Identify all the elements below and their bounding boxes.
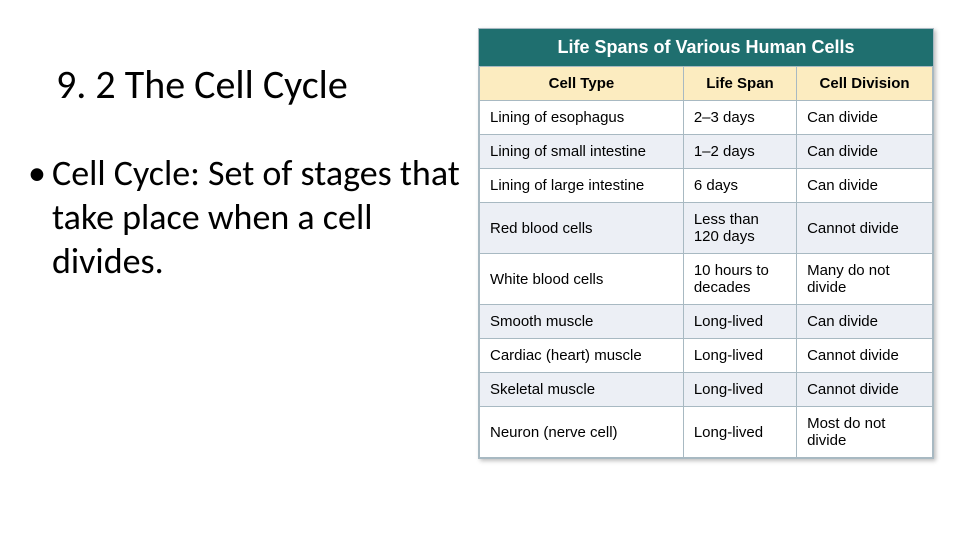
col-header-life-span: Life Span xyxy=(683,67,796,101)
cell: Lining of esophagus xyxy=(480,101,684,135)
cell: Long-lived xyxy=(683,373,796,407)
cell: White blood cells xyxy=(480,254,684,305)
cell: Less than 120 days xyxy=(683,203,796,254)
table-row: Red blood cells Less than 120 days Canno… xyxy=(480,203,933,254)
cell: Long-lived xyxy=(683,305,796,339)
cell: Can divide xyxy=(797,101,933,135)
table-row: Cardiac (heart) muscle Long-lived Cannot… xyxy=(480,339,933,373)
table-row: Neuron (nerve cell) Long-lived Most do n… xyxy=(480,407,933,458)
bullet-text: Cell Cycle: Set of stages that take plac… xyxy=(30,152,470,284)
table-header-row: Cell Type Life Span Cell Division xyxy=(480,67,933,101)
cell: Smooth muscle xyxy=(480,305,684,339)
col-header-cell-division: Cell Division xyxy=(797,67,933,101)
table-row: Smooth muscle Long-lived Can divide xyxy=(480,305,933,339)
table-body: Cell Type Life Span Cell Division Lining… xyxy=(479,66,933,458)
cell: Cannot divide xyxy=(797,339,933,373)
bullet-item: • Cell Cycle: Set of stages that take pl… xyxy=(30,152,470,284)
table-row: White blood cells 10 hours to decades Ma… xyxy=(480,254,933,305)
cell: 10 hours to decades xyxy=(683,254,796,305)
cell: 6 days xyxy=(683,169,796,203)
cell: Cannot divide xyxy=(797,373,933,407)
cell: Can divide xyxy=(797,135,933,169)
col-header-cell-type: Cell Type xyxy=(480,67,684,101)
cell: Red blood cells xyxy=(480,203,684,254)
table-row: Skeletal muscle Long-lived Cannot divide xyxy=(480,373,933,407)
cell: Lining of small intestine xyxy=(480,135,684,169)
cell: Can divide xyxy=(797,169,933,203)
cell: Many do not divide xyxy=(797,254,933,305)
cell: Lining of large intestine xyxy=(480,169,684,203)
table-row: Lining of esophagus 2–3 days Can divide xyxy=(480,101,933,135)
slide-heading: 9. 2 The Cell Cycle xyxy=(56,60,348,109)
slide: 9. 2 The Cell Cycle • Cell Cycle: Set of… xyxy=(0,0,960,540)
cell: 2–3 days xyxy=(683,101,796,135)
cell: Cardiac (heart) muscle xyxy=(480,339,684,373)
cell: Skeletal muscle xyxy=(480,373,684,407)
table-row: Lining of large intestine 6 days Can div… xyxy=(480,169,933,203)
cell: Cannot divide xyxy=(797,203,933,254)
cell: Neuron (nerve cell) xyxy=(480,407,684,458)
cell: Long-lived xyxy=(683,407,796,458)
cell: Can divide xyxy=(797,305,933,339)
table-title: Life Spans of Various Human Cells xyxy=(479,29,933,66)
cell: Most do not divide xyxy=(797,407,933,458)
bullet-dot-icon: • xyxy=(28,152,46,196)
cell: 1–2 days xyxy=(683,135,796,169)
life-spans-table: Life Spans of Various Human Cells Cell T… xyxy=(478,28,934,459)
cell: Long-lived xyxy=(683,339,796,373)
table-row: Lining of small intestine 1–2 days Can d… xyxy=(480,135,933,169)
